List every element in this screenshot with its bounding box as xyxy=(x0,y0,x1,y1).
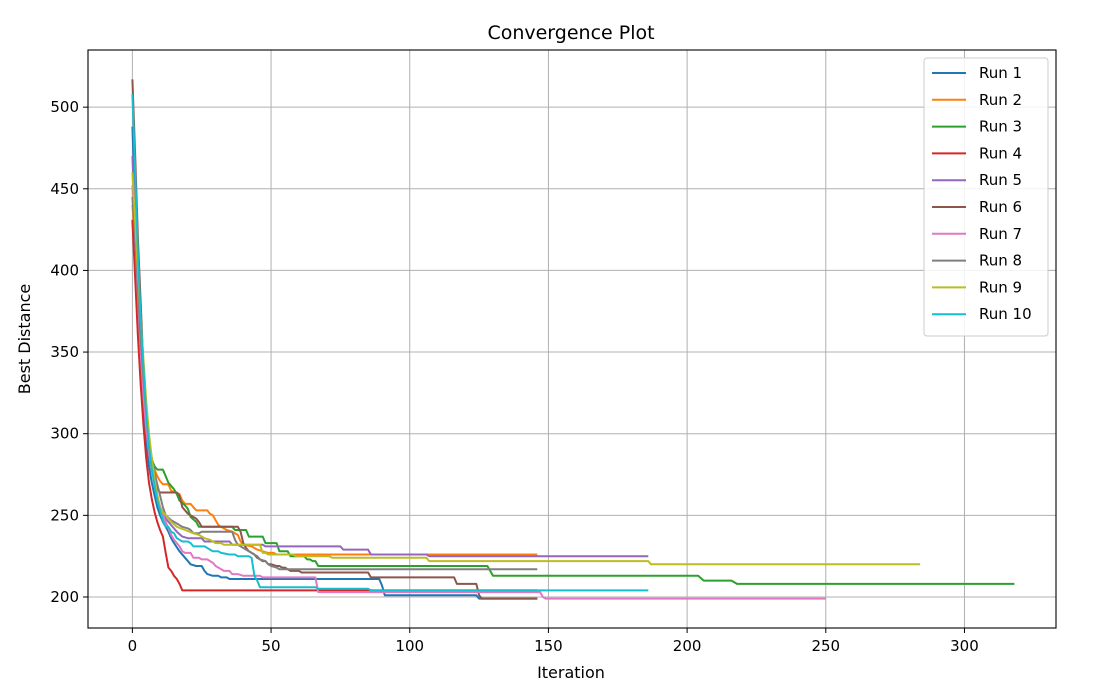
legend-label-run-6: Run 6 xyxy=(979,198,1022,216)
series-line-run-9 xyxy=(131,172,921,566)
y-tick-label: 400 xyxy=(50,261,79,279)
legend-label-run-10: Run 10 xyxy=(979,305,1032,323)
y-tick-label: 450 xyxy=(50,180,79,198)
legend-label-run-5: Run 5 xyxy=(979,171,1022,189)
legend-label-run-9: Run 9 xyxy=(979,278,1022,296)
legend-label-run-2: Run 2 xyxy=(979,91,1022,109)
x-tick-label: 0 xyxy=(128,637,138,655)
x-tick-label: 150 xyxy=(534,637,563,655)
x-tick-label: 50 xyxy=(262,637,281,655)
legend: Run 1 Run 2 Run 3 Run 4 Run 5 Run 6 Run 7 Run 8… xyxy=(923,57,1049,337)
series-line-run-1 xyxy=(131,126,538,600)
y-tick-label: 500 xyxy=(50,98,79,116)
y-axis-ticks: 200 250 300 350 400 450 500 xyxy=(50,98,88,606)
series-line-run-10 xyxy=(131,94,649,592)
chart-title: Convergence Plot xyxy=(487,22,654,44)
x-tick-label: 300 xyxy=(950,637,979,655)
legend-label-run-7: Run 7 xyxy=(979,225,1022,243)
y-tick-label: 200 xyxy=(50,588,79,606)
y-tick-label: 350 xyxy=(50,343,79,361)
x-axis-ticks: 0 50 100 150 200 250 300 xyxy=(128,628,979,655)
series-lines xyxy=(131,79,1015,600)
plot-frame xyxy=(87,49,1057,629)
legend-label-run-8: Run 8 xyxy=(979,252,1022,270)
gridlines xyxy=(88,50,1056,628)
legend-label-run-3: Run 3 xyxy=(979,118,1022,136)
y-tick-label: 250 xyxy=(50,506,79,524)
x-tick-label: 100 xyxy=(395,637,424,655)
x-tick-label: 250 xyxy=(811,637,840,655)
legend-label-run-1: Run 1 xyxy=(979,64,1022,82)
y-tick-label: 300 xyxy=(50,425,79,443)
series-line-run-4 xyxy=(131,219,538,592)
x-axis-label: Iteration xyxy=(537,663,605,682)
x-tick-label: 200 xyxy=(673,637,702,655)
legend-label-run-4: Run 4 xyxy=(979,144,1022,162)
y-axis-label: Best Distance xyxy=(15,284,34,394)
